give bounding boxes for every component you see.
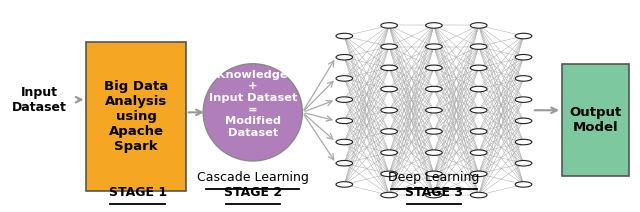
- Circle shape: [515, 76, 532, 81]
- Circle shape: [470, 129, 487, 134]
- Circle shape: [515, 182, 532, 187]
- Circle shape: [426, 192, 442, 198]
- Circle shape: [381, 107, 397, 113]
- Circle shape: [336, 76, 353, 81]
- Circle shape: [470, 86, 487, 92]
- Circle shape: [426, 86, 442, 92]
- FancyBboxPatch shape: [86, 42, 186, 191]
- Ellipse shape: [204, 64, 303, 161]
- Circle shape: [381, 86, 397, 92]
- Circle shape: [515, 160, 532, 166]
- Circle shape: [426, 23, 442, 28]
- Circle shape: [515, 97, 532, 102]
- Text: Input
Dataset: Input Dataset: [12, 86, 67, 114]
- Circle shape: [381, 150, 397, 155]
- Circle shape: [470, 107, 487, 113]
- Circle shape: [470, 65, 487, 71]
- Text: STAGE 2: STAGE 2: [224, 186, 282, 199]
- Text: Cascade Learning: Cascade Learning: [197, 171, 308, 184]
- Circle shape: [470, 192, 487, 198]
- Circle shape: [470, 44, 487, 49]
- Circle shape: [381, 44, 397, 49]
- Circle shape: [336, 182, 353, 187]
- Circle shape: [381, 65, 397, 71]
- Circle shape: [426, 44, 442, 49]
- Circle shape: [381, 129, 397, 134]
- Circle shape: [515, 33, 532, 39]
- Circle shape: [515, 54, 532, 60]
- Text: Output
Model: Output Model: [570, 106, 621, 134]
- Circle shape: [426, 129, 442, 134]
- Text: 'Knowledge'
+
Input Dataset
=
Modified
Dataset: 'Knowledge' + Input Dataset = Modified D…: [209, 70, 297, 138]
- Circle shape: [470, 150, 487, 155]
- Circle shape: [381, 23, 397, 28]
- Text: Deep Learning: Deep Learning: [388, 171, 479, 184]
- Text: Big Data
Analysis
using
Apache
Spark: Big Data Analysis using Apache Spark: [104, 80, 168, 153]
- Text: STAGE 1: STAGE 1: [109, 186, 166, 199]
- Circle shape: [336, 160, 353, 166]
- FancyBboxPatch shape: [562, 64, 629, 176]
- Circle shape: [336, 97, 353, 102]
- Circle shape: [336, 139, 353, 145]
- Circle shape: [515, 139, 532, 145]
- Circle shape: [381, 192, 397, 198]
- Text: STAGE 3: STAGE 3: [405, 186, 463, 199]
- Circle shape: [336, 33, 353, 39]
- Circle shape: [426, 65, 442, 71]
- Circle shape: [515, 118, 532, 124]
- Circle shape: [336, 118, 353, 124]
- Circle shape: [470, 171, 487, 177]
- Circle shape: [426, 150, 442, 155]
- Circle shape: [336, 54, 353, 60]
- Circle shape: [470, 23, 487, 28]
- Circle shape: [381, 171, 397, 177]
- Circle shape: [426, 171, 442, 177]
- Circle shape: [426, 107, 442, 113]
